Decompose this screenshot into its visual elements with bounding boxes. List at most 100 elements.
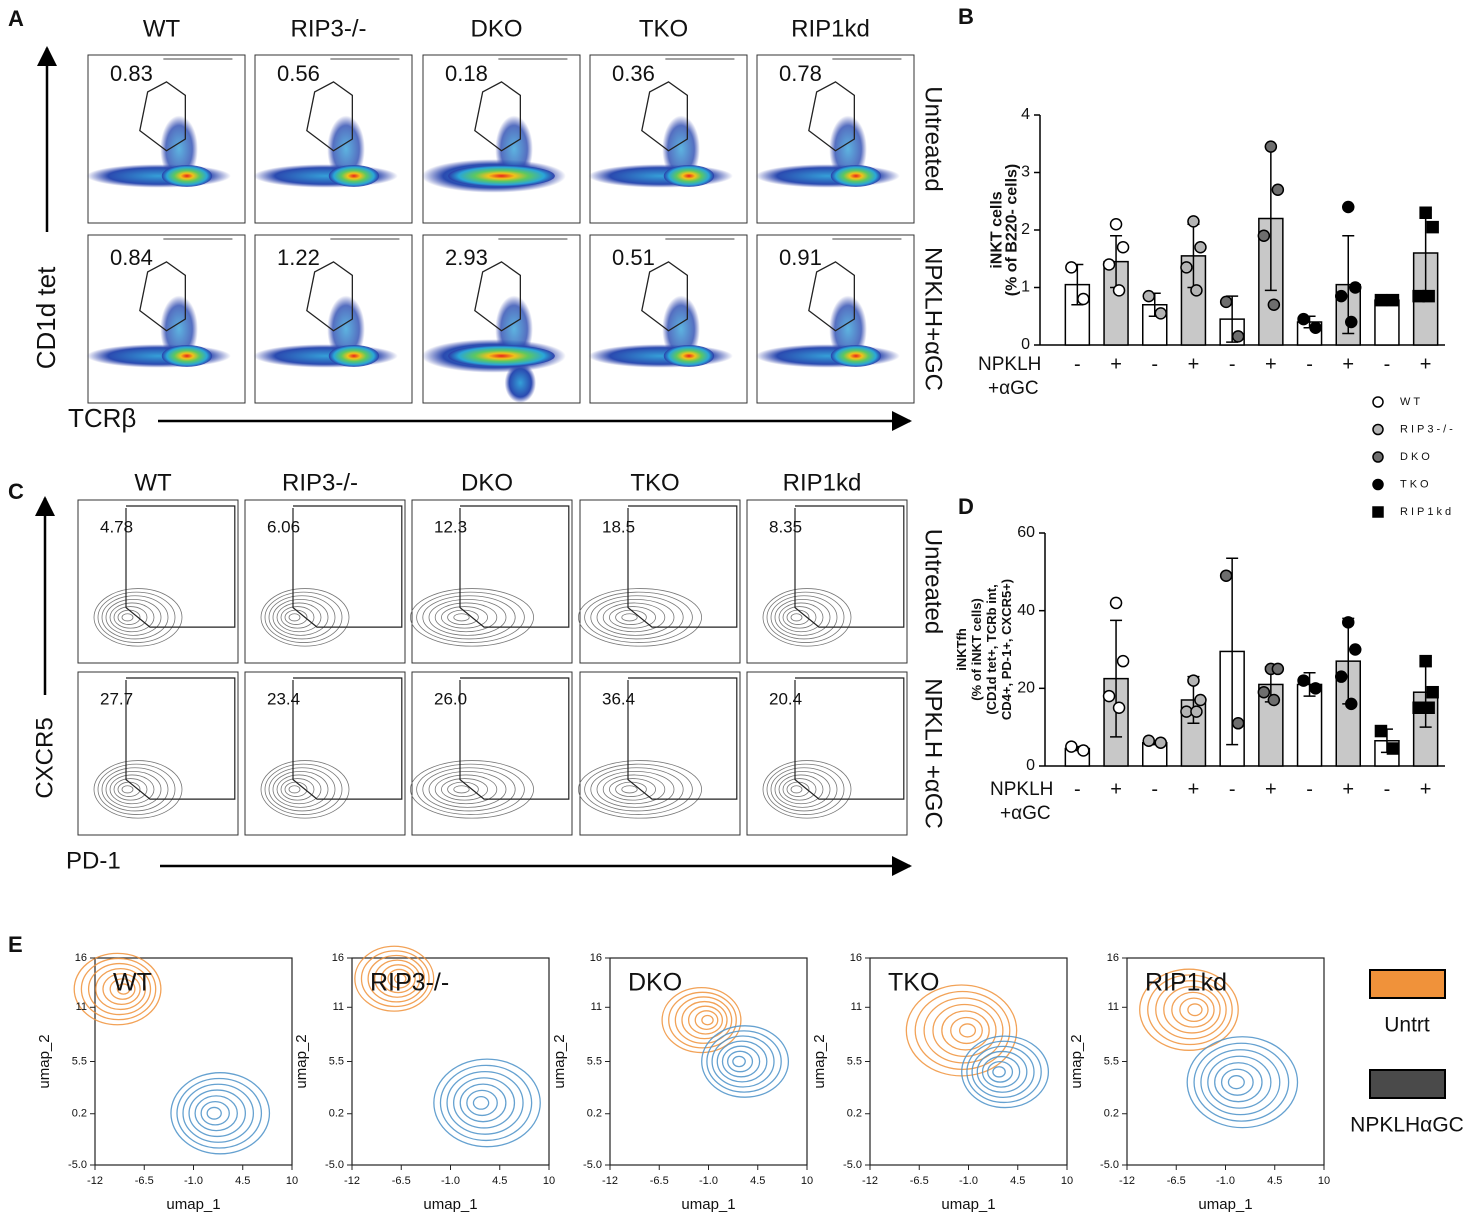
- contour: [778, 774, 824, 805]
- contour: [453, 613, 470, 622]
- data-point: [1102, 689, 1116, 703]
- density-contour: [109, 978, 136, 1000]
- density-contour: [701, 1014, 714, 1026]
- contour-plot: 12.3: [409, 499, 573, 664]
- y-axis-label: umap_2: [293, 1034, 310, 1088]
- density-contour: [194, 1095, 238, 1132]
- contour: [109, 602, 155, 633]
- density-contour: [367, 954, 426, 1003]
- gate-percentage: 18.5: [602, 517, 635, 536]
- contour: [578, 760, 703, 819]
- density-contour: [661, 987, 742, 1054]
- group-label: +αGC: [988, 378, 1039, 399]
- gate-percentage: 0.36: [612, 61, 655, 86]
- legend-label: RIP1kd: [1400, 506, 1454, 518]
- gate: [306, 261, 353, 332]
- data-point: [1297, 312, 1310, 326]
- gate: [808, 261, 855, 332]
- panel-letter: B: [958, 4, 974, 29]
- data-point: [1345, 315, 1358, 329]
- density-contour: [701, 1025, 790, 1098]
- y-tick-label: 11: [591, 1001, 602, 1013]
- contour: [782, 778, 817, 801]
- density-contour: [1193, 1042, 1290, 1122]
- density-contour: [971, 1045, 1035, 1098]
- contour: [409, 760, 534, 819]
- density-contour: [466, 1089, 498, 1117]
- gate-percentage: 4.78: [100, 517, 133, 536]
- legend-swatch: [1369, 1069, 1446, 1099]
- row-label: Untreated: [920, 529, 947, 634]
- group-label: +αGC: [1000, 803, 1051, 824]
- dot-plot: 0.56: [253, 54, 413, 224]
- contour: [422, 767, 516, 812]
- data-point: [1267, 298, 1281, 311]
- gate-percentage: 8.35: [769, 517, 802, 536]
- x-tick-label: +: [1420, 353, 1432, 375]
- density-contour: [1186, 1036, 1299, 1129]
- contour: [584, 763, 693, 815]
- population-core: [328, 165, 380, 187]
- contour: [778, 602, 824, 633]
- data-point: [1257, 685, 1271, 699]
- x-tick-label: +: [1342, 353, 1354, 375]
- y-tick-label: 5.5: [72, 1055, 87, 1067]
- panel-letter: E: [8, 932, 23, 957]
- data-point: [1190, 705, 1203, 718]
- data-point: [1194, 241, 1207, 254]
- x-tick-label: -12: [87, 1175, 103, 1187]
- density-contour: [1227, 1075, 1245, 1090]
- population-core: [161, 345, 213, 367]
- data-point: [1264, 140, 1278, 153]
- y-axis-label: (% of B220- cells): [1004, 164, 1021, 296]
- density-contour: [727, 1050, 754, 1073]
- x-tick-label: -: [1229, 353, 1236, 375]
- y-axis-label: iNKTfh: [954, 628, 969, 671]
- x-tick-label: -6.5: [392, 1175, 411, 1187]
- contour: [766, 763, 845, 815]
- x-tick-label: +: [1420, 778, 1432, 800]
- x-tick-label: -1.0: [699, 1175, 718, 1187]
- dot-plot: 0.91: [755, 234, 915, 404]
- x-tick-label: +: [1110, 778, 1122, 800]
- density-contour: [914, 990, 1011, 1071]
- contour: [121, 613, 134, 622]
- plot-title: WT: [113, 969, 152, 997]
- density-contour: [387, 968, 412, 989]
- y-tick-label: 16: [590, 952, 602, 964]
- error-bar: [1226, 557, 1239, 746]
- density-contour: [674, 996, 733, 1044]
- x-tick-label: 4.5: [492, 1175, 507, 1187]
- gate-percentage: 0.78: [779, 61, 822, 86]
- gate: [474, 261, 521, 332]
- legend-label: DKO: [1400, 451, 1433, 463]
- contour: [440, 778, 488, 801]
- y-axis-label: iNKT cells: [989, 191, 1006, 268]
- density-contour: [170, 1072, 271, 1155]
- dot-plot: 0.36: [588, 54, 748, 224]
- contour: [453, 785, 470, 794]
- contour: [276, 602, 322, 633]
- dot-plot: 1.22: [253, 234, 413, 404]
- contour: [434, 602, 498, 633]
- data-point: [1372, 478, 1384, 491]
- contour: [93, 760, 183, 819]
- population-core: [663, 345, 715, 367]
- contour: [280, 606, 315, 629]
- population-core: [328, 345, 380, 367]
- row-label: NPKLH +αGC: [920, 678, 947, 829]
- density-contour: [1214, 1062, 1263, 1103]
- gate: [459, 505, 570, 628]
- data-point: [1419, 654, 1432, 668]
- density-contour: [80, 957, 157, 1021]
- population: [504, 362, 537, 403]
- gate-percentage: 27.7: [100, 689, 133, 708]
- data-point: [1426, 685, 1439, 699]
- data-point: [1116, 654, 1130, 668]
- contour: [609, 606, 657, 629]
- gate: [641, 81, 688, 152]
- legend-label: RIP3-/-: [1400, 423, 1456, 435]
- x-tick-label: -12: [344, 1175, 360, 1187]
- y-tick-label: 0.2: [847, 1108, 862, 1120]
- gate: [139, 261, 186, 332]
